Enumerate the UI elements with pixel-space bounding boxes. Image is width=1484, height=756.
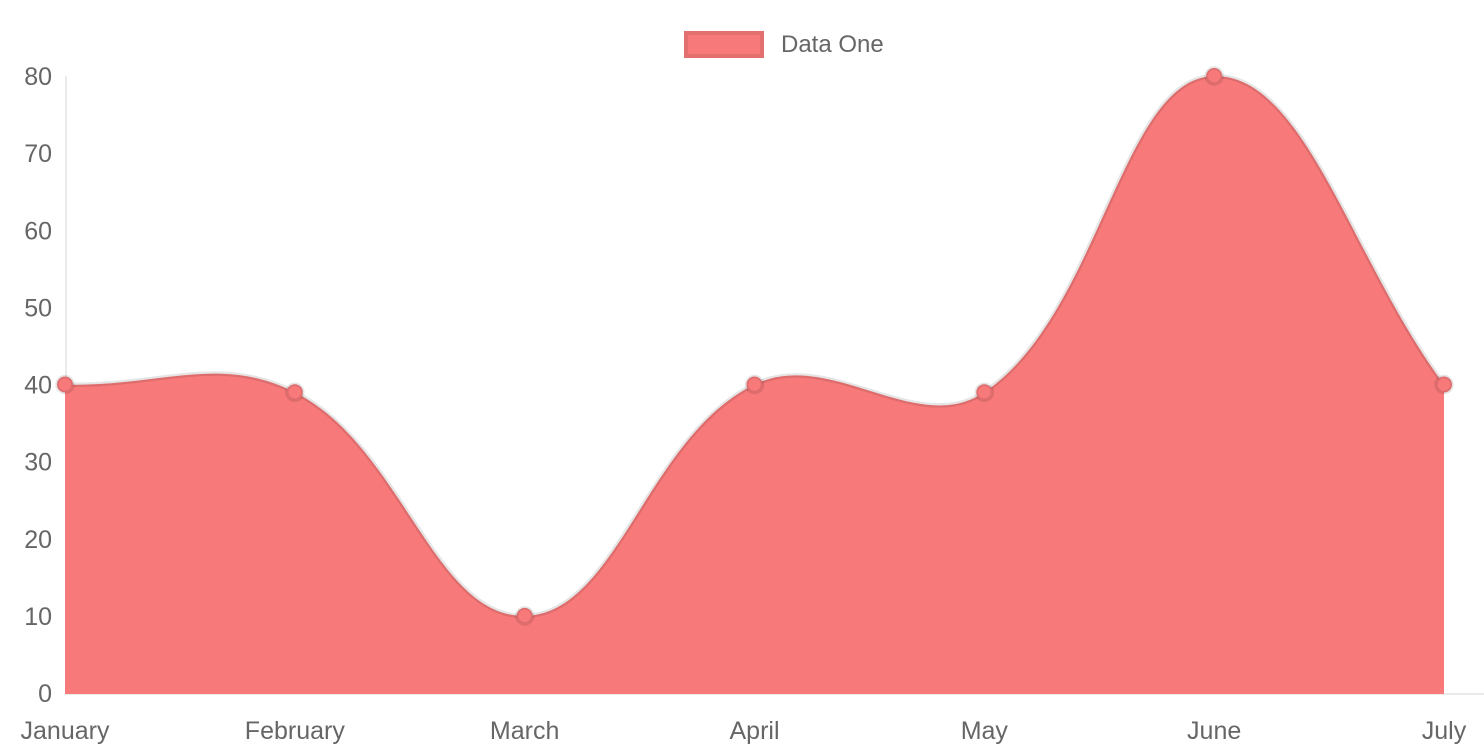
data-point-may[interactable] xyxy=(974,382,995,402)
x-tick-label: April xyxy=(729,717,779,745)
data-point-july[interactable] xyxy=(1434,374,1454,395)
legend-item-data-one[interactable]: Data One xyxy=(684,31,884,58)
y-tick-label: 20 xyxy=(24,526,52,554)
legend-swatch xyxy=(684,31,764,58)
y-tick-label: 80 xyxy=(24,63,52,91)
y-tick-label: 50 xyxy=(24,294,52,322)
legend-label: Data One xyxy=(781,31,884,58)
chart-legend: Data One xyxy=(684,31,884,58)
x-tick-label: June xyxy=(1187,717,1241,745)
data-point-march[interactable] xyxy=(514,606,535,626)
x-tick-label: January xyxy=(21,717,110,745)
x-tick-label: February xyxy=(245,717,346,745)
x-tick-label: July xyxy=(1422,717,1467,745)
y-tick-label: 30 xyxy=(24,449,52,477)
y-tick-label: 60 xyxy=(24,217,52,245)
y-tick-label: 70 xyxy=(24,140,52,168)
x-tick-label: March xyxy=(490,717,559,745)
data-point-april[interactable] xyxy=(744,374,765,395)
x-tick-label: May xyxy=(961,717,1009,745)
y-tick-label: 10 xyxy=(24,603,52,631)
data-point-june[interactable] xyxy=(1204,66,1224,86)
y-tick-label: 0 xyxy=(38,680,52,708)
y-tick-label: 40 xyxy=(24,372,52,400)
data-point-february[interactable] xyxy=(285,382,305,402)
data-point-january[interactable] xyxy=(55,374,75,395)
